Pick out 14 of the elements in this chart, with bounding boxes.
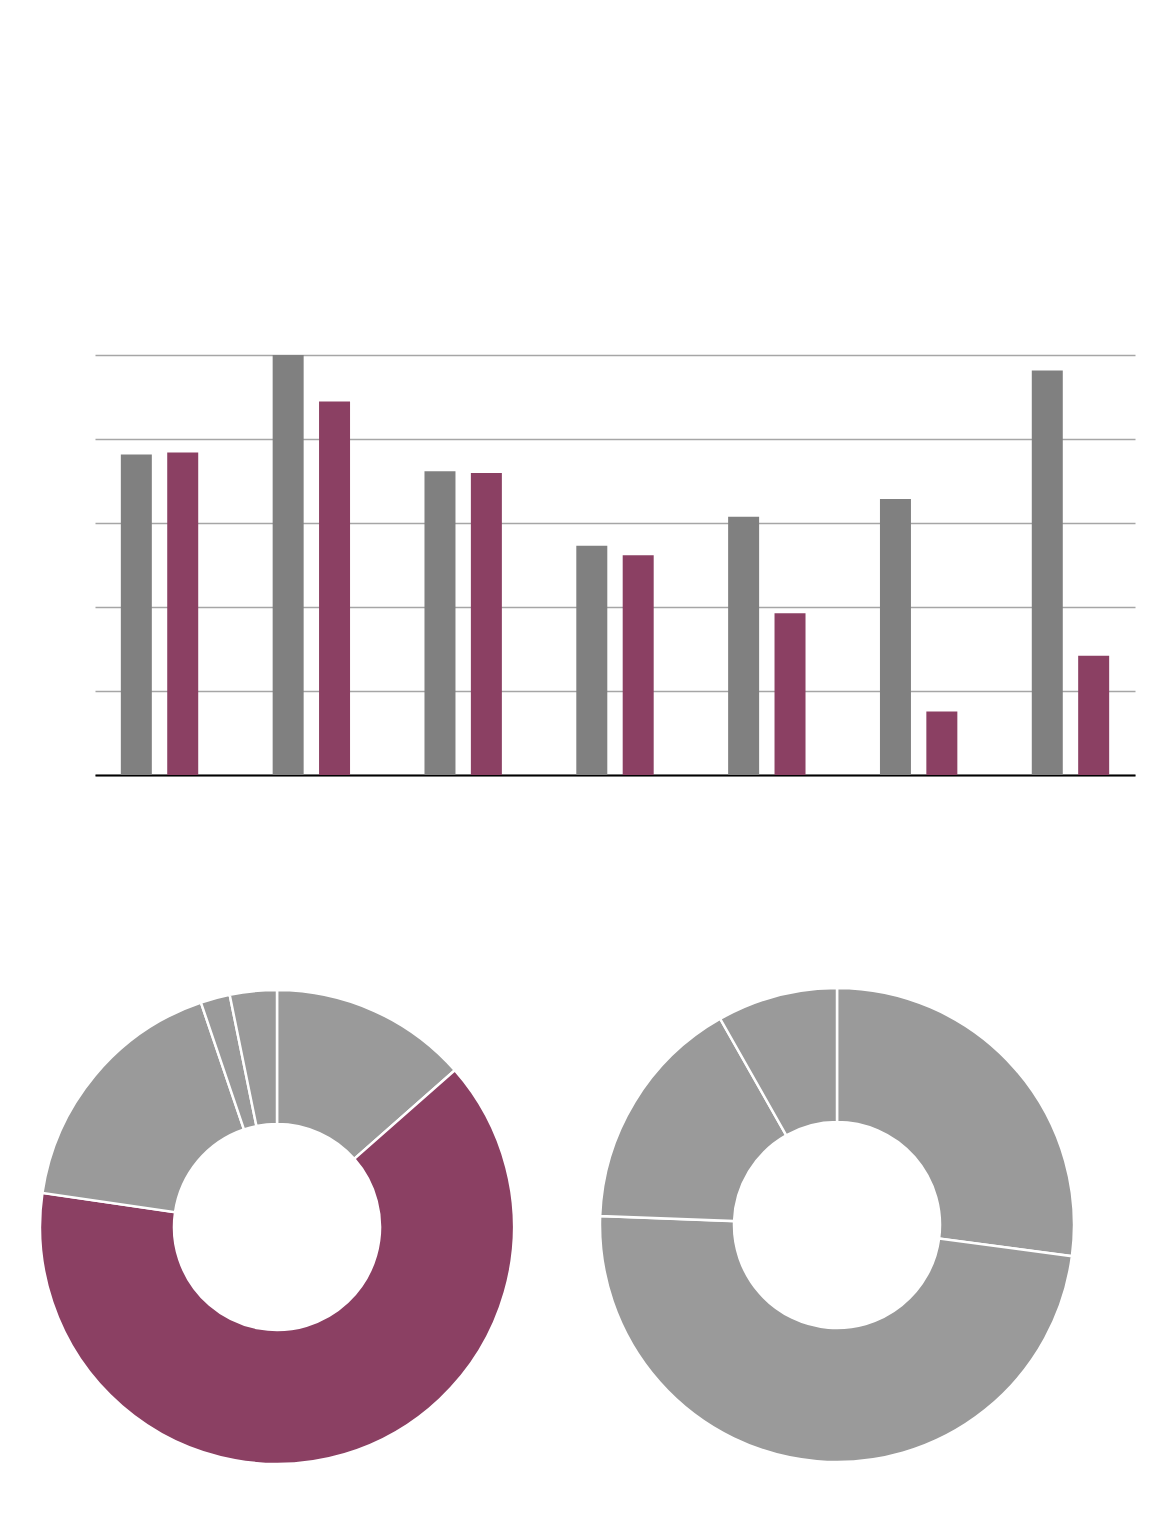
bar: [622, 555, 654, 775]
bar: [879, 499, 911, 775]
bar: [774, 613, 806, 775]
bar: [576, 545, 608, 775]
bar: [728, 516, 760, 775]
bar: [319, 401, 351, 775]
bar: [120, 454, 152, 775]
bar: [1031, 370, 1063, 775]
bar: [272, 355, 304, 775]
bar: [926, 711, 958, 775]
bar: [424, 471, 456, 775]
bar: [167, 452, 199, 775]
bar: [1078, 655, 1110, 775]
bar: [470, 473, 502, 775]
